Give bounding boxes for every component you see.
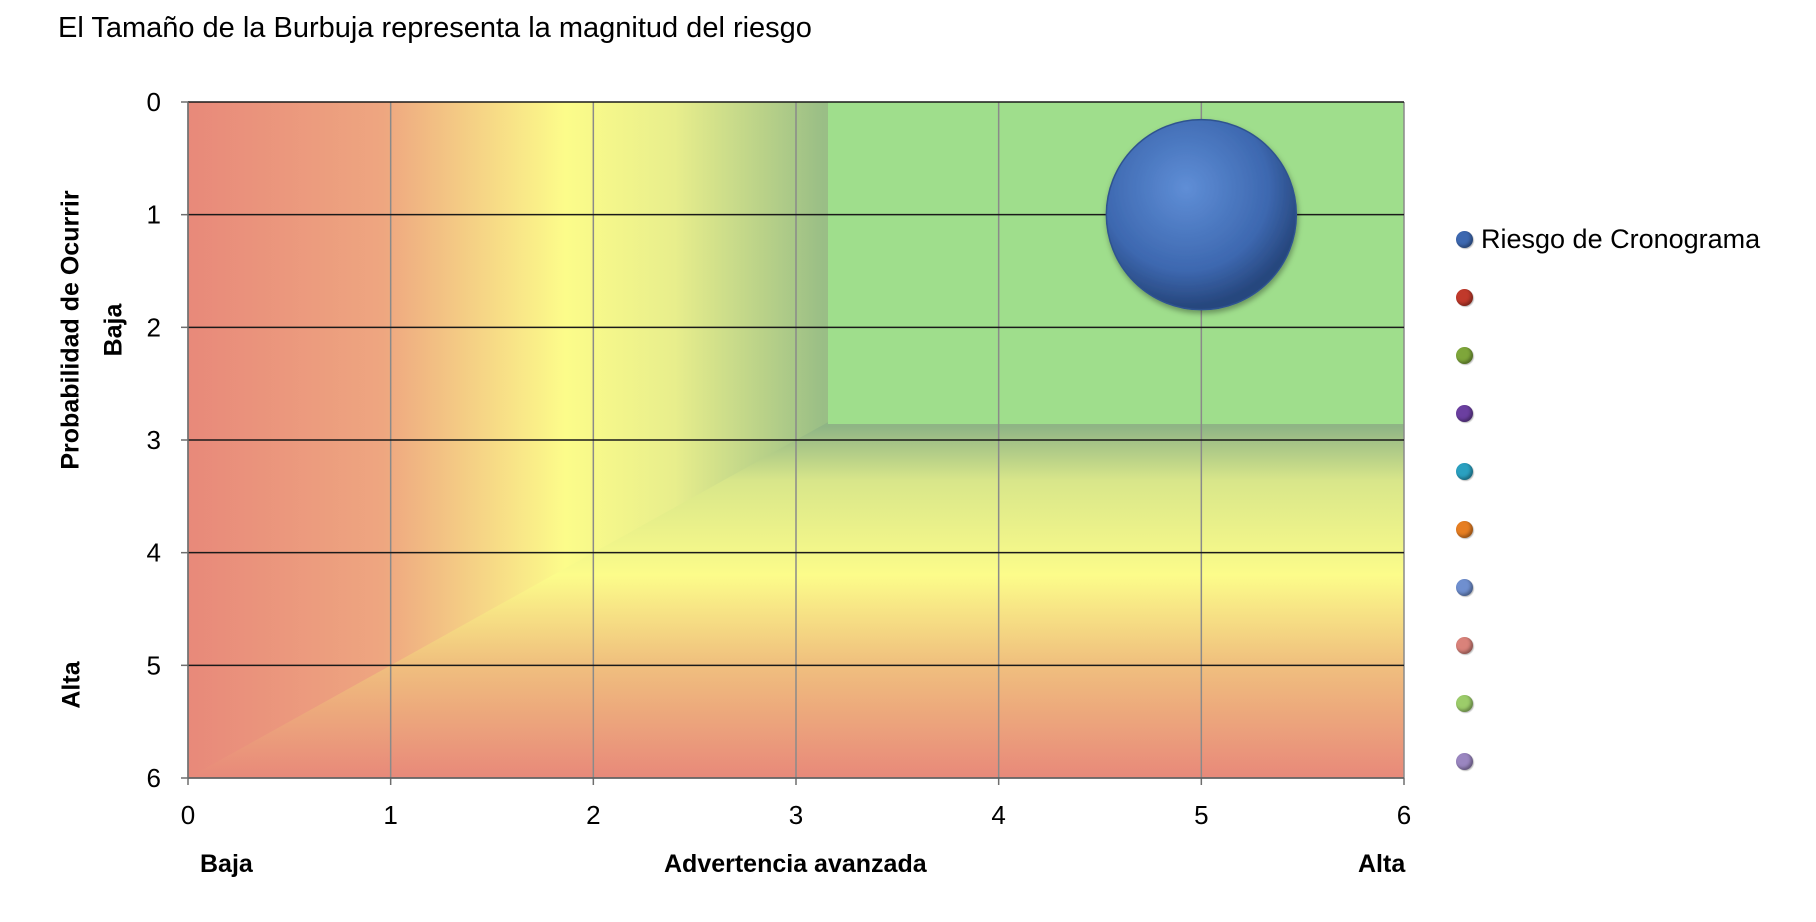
legend-marker-icon (1456, 230, 1473, 248)
y-tick-label: 5 (147, 650, 161, 680)
y-axis-high-label: Alta (57, 661, 86, 709)
y-tick-label: 6 (147, 763, 161, 793)
legend-item (1456, 500, 1811, 558)
legend-marker-icon (1456, 636, 1473, 654)
x-tick-label: 0 (181, 800, 195, 830)
legend-item (1456, 616, 1811, 674)
y-tick-label: 3 (147, 425, 161, 455)
legend-label: Riesgo de Cronograma (1481, 223, 1761, 254)
legend-marker-icon (1456, 752, 1473, 770)
x-axis-title: Advertencia avanzada (664, 850, 927, 878)
x-tick-label: 6 (1397, 800, 1411, 830)
bubble-layer (1105, 118, 1298, 311)
x-axis-high-label: Alta (1358, 850, 1406, 878)
x-tick-label: 1 (383, 800, 397, 830)
legend-marker-icon (1456, 694, 1473, 712)
legend-item (1456, 442, 1811, 500)
x-axis-low-label: Baja (200, 850, 253, 878)
legend-item (1456, 326, 1811, 384)
y-tick-label: 1 (147, 200, 161, 230)
legend-item (1456, 674, 1811, 732)
y-tick-label: 0 (147, 87, 161, 117)
legend-marker-icon (1456, 520, 1473, 538)
legend-item (1456, 384, 1811, 442)
legend-item (1456, 732, 1811, 790)
legend: Riesgo de Cronograma (1456, 210, 1811, 790)
legend-item (1456, 268, 1811, 326)
x-tick-label: 2 (586, 800, 600, 830)
legend-item: Riesgo de Cronograma (1456, 210, 1811, 268)
chart-title: El Tamaño de la Burbuja representa la ma… (58, 12, 812, 44)
legend-marker-icon (1456, 346, 1473, 364)
legend-marker-icon (1456, 462, 1473, 480)
bubble-point (1105, 118, 1298, 311)
y-axis-title: Probabilidad de Ocurrir (56, 190, 85, 470)
y-tick-label: 2 (147, 312, 161, 342)
legend-marker-icon (1456, 288, 1473, 306)
x-tick-label: 4 (991, 800, 1005, 830)
x-tick-label: 3 (789, 800, 803, 830)
x-tick-label: 5 (1194, 800, 1208, 830)
legend-marker-icon (1456, 578, 1473, 596)
legend-item (1456, 558, 1811, 616)
y-tick-label: 4 (147, 538, 161, 568)
legend-marker-icon (1456, 404, 1473, 422)
y-axis-low-label: Baja (99, 303, 128, 357)
low-risk-zone (828, 102, 1404, 424)
